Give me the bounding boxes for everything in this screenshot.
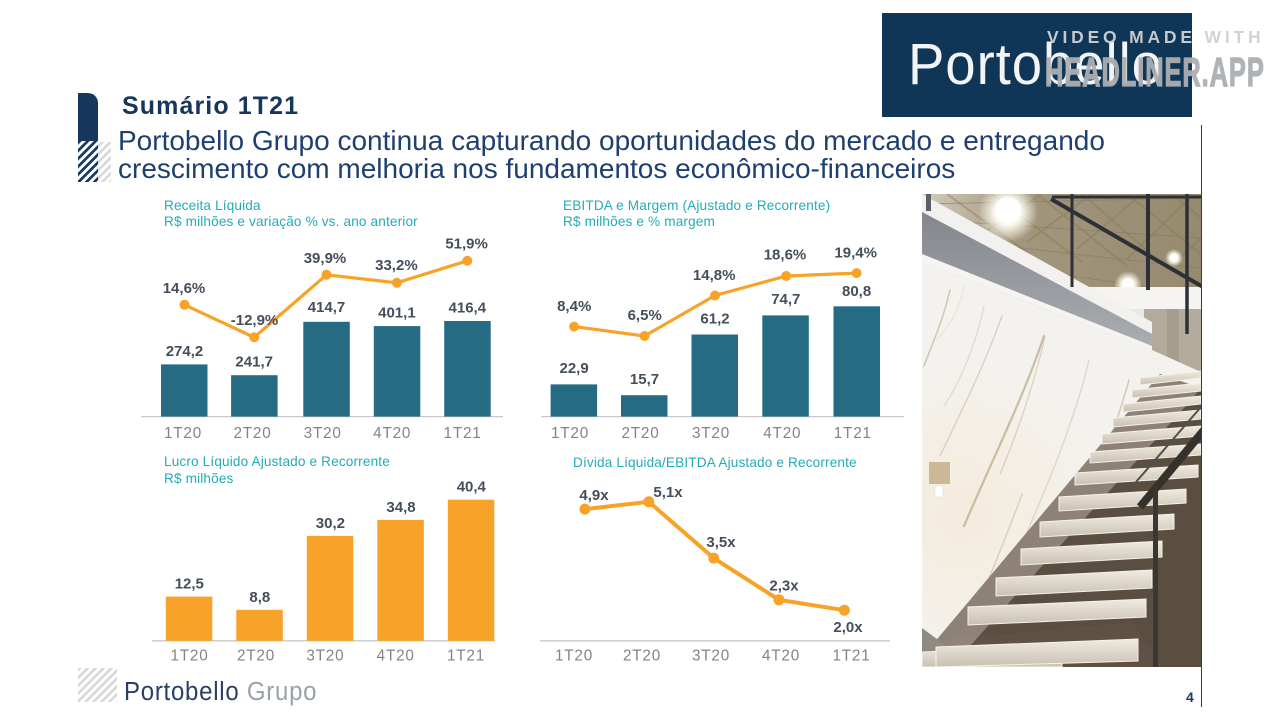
svg-text:Lucro Líquido Ajustado e Recor: Lucro Líquido Ajustado e Recorrente: [164, 454, 390, 469]
svg-text:4,9x: 4,9x: [579, 487, 609, 504]
svg-text:3,5x: 3,5x: [706, 534, 736, 551]
svg-text:2T20: 2T20: [237, 648, 275, 665]
svg-text:2T20: 2T20: [233, 425, 271, 442]
svg-text:15,7: 15,7: [630, 371, 659, 388]
svg-text:401,1: 401,1: [378, 305, 416, 322]
svg-text:33,2%: 33,2%: [375, 257, 418, 274]
svg-text:1T20: 1T20: [551, 425, 589, 442]
svg-text:3T20: 3T20: [692, 425, 730, 442]
svg-text:R$ milhões e % margem: R$ milhões e % margem: [563, 214, 715, 229]
svg-text:4T20: 4T20: [377, 648, 415, 665]
svg-text:40,4: 40,4: [457, 479, 487, 496]
svg-text:5,1x: 5,1x: [653, 484, 683, 501]
svg-text:61,2: 61,2: [700, 311, 729, 328]
svg-text:1T20: 1T20: [164, 425, 202, 442]
svg-text:1T21: 1T21: [834, 425, 872, 442]
svg-text:34,8: 34,8: [386, 499, 415, 516]
svg-text:1T21: 1T21: [832, 648, 870, 665]
svg-text:8,8: 8,8: [249, 589, 270, 606]
svg-text:1T20: 1T20: [170, 648, 208, 665]
svg-text:6,5%: 6,5%: [628, 307, 662, 324]
svg-text:30,2: 30,2: [316, 515, 345, 532]
svg-text:3T20: 3T20: [692, 648, 730, 665]
svg-text:39,9%: 39,9%: [304, 250, 347, 267]
svg-text:4T20: 4T20: [762, 648, 800, 665]
svg-text:3T20: 3T20: [306, 648, 344, 665]
svg-text:R$ milhões: R$ milhões: [164, 471, 234, 486]
svg-text:EBITDA e Margem (Ajustado e Re: EBITDA e Margem (Ajustado e Recorrente): [563, 198, 830, 213]
svg-text:Dívida Líquida/EBITDA Ajustado: Dívida Líquida/EBITDA Ajustado e Recorre…: [573, 455, 857, 470]
svg-text:1T21: 1T21: [447, 648, 485, 665]
svg-text:80,8: 80,8: [842, 283, 871, 300]
svg-text:R$ milhões e variação % vs. an: R$ milhões e variação % vs. ano anterior: [164, 214, 418, 229]
svg-text:416,4: 416,4: [449, 300, 487, 317]
svg-text:2,3x: 2,3x: [769, 578, 799, 595]
svg-text:14,8%: 14,8%: [693, 267, 736, 284]
svg-text:3T20: 3T20: [304, 425, 342, 442]
svg-text:274,2: 274,2: [166, 343, 204, 360]
svg-text:2T20: 2T20: [621, 425, 659, 442]
svg-text:51,9%: 51,9%: [445, 236, 488, 253]
svg-text:2,0x: 2,0x: [833, 619, 863, 636]
svg-text:Receita Líquida: Receita Líquida: [164, 198, 261, 213]
svg-text:4T20: 4T20: [373, 425, 411, 442]
svg-text:1T21: 1T21: [444, 425, 482, 442]
svg-text:8,4%: 8,4%: [557, 298, 591, 315]
svg-text:4T20: 4T20: [763, 425, 801, 442]
svg-text:12,5: 12,5: [175, 576, 204, 593]
svg-text:19,4%: 19,4%: [834, 245, 877, 262]
svg-text:-12,9%: -12,9%: [231, 312, 279, 329]
svg-text:1T20: 1T20: [555, 648, 593, 665]
svg-text:414,7: 414,7: [308, 299, 346, 316]
svg-text:2T20: 2T20: [623, 648, 661, 665]
svg-text:14,6%: 14,6%: [163, 280, 206, 297]
svg-text:74,7: 74,7: [771, 291, 800, 308]
svg-text:18,6%: 18,6%: [764, 247, 807, 264]
svg-text:22,9: 22,9: [559, 360, 588, 377]
svg-text:241,7: 241,7: [235, 354, 273, 371]
